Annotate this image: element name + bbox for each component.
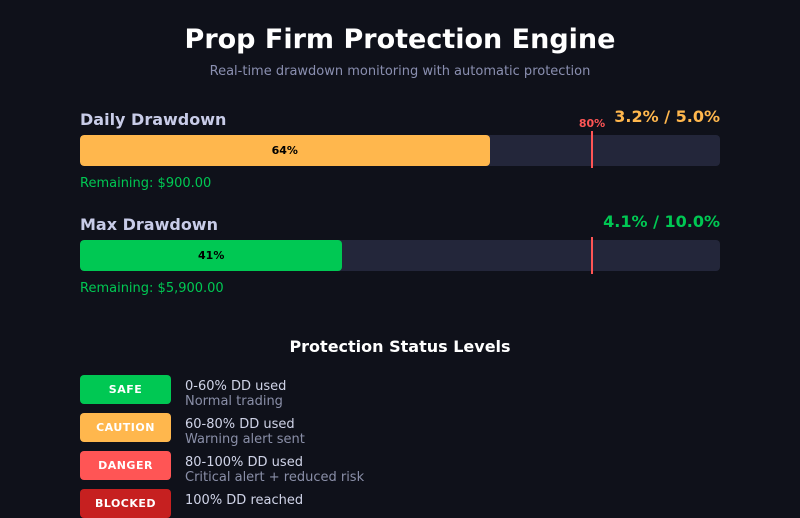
page-title: Prop Firm Protection Engine bbox=[184, 24, 616, 55]
max-drawdown-label: Max Drawdown bbox=[80, 215, 218, 234]
max-drawdown-value: 4.1% / 10.0% bbox=[603, 212, 720, 231]
level-desc: Normal trading bbox=[185, 394, 283, 409]
status-badge-caution: CAUTION bbox=[80, 413, 171, 442]
daily-remaining: Remaining: $900.00 bbox=[80, 176, 212, 191]
page-subtitle: Real-time drawdown monitoring with autom… bbox=[209, 64, 591, 79]
level-range: 60-80% DD used bbox=[185, 417, 295, 432]
status-badge-danger: DANGER bbox=[80, 451, 171, 480]
levels-title: Protection Status Levels bbox=[289, 337, 511, 356]
max-drawdown-bar: 41% bbox=[80, 240, 720, 271]
status-badge-safe: SAFE bbox=[80, 375, 171, 404]
level-range: 0-60% DD used bbox=[185, 379, 287, 394]
daily-drawdown-label: Daily Drawdown bbox=[80, 110, 227, 129]
daily-drawdown-fill: 64% bbox=[80, 135, 490, 166]
daily-drawdown-value: 3.2% / 5.0% bbox=[614, 107, 720, 126]
level-desc: Warning alert sent bbox=[185, 432, 305, 447]
status-badge-blocked: BLOCKED bbox=[80, 489, 171, 518]
max-threshold-marker bbox=[591, 237, 593, 274]
level-range: 100% DD reached bbox=[185, 493, 304, 508]
level-range: 80-100% DD used bbox=[185, 455, 303, 470]
level-desc: Critical alert + reduced risk bbox=[185, 470, 365, 485]
daily-threshold-marker bbox=[591, 131, 593, 168]
threshold-label: 80% bbox=[578, 117, 606, 130]
max-remaining: Remaining: $5,900.00 bbox=[80, 281, 224, 296]
max-drawdown-fill: 41% bbox=[80, 240, 343, 271]
daily-drawdown-bar: 64% bbox=[80, 135, 720, 166]
